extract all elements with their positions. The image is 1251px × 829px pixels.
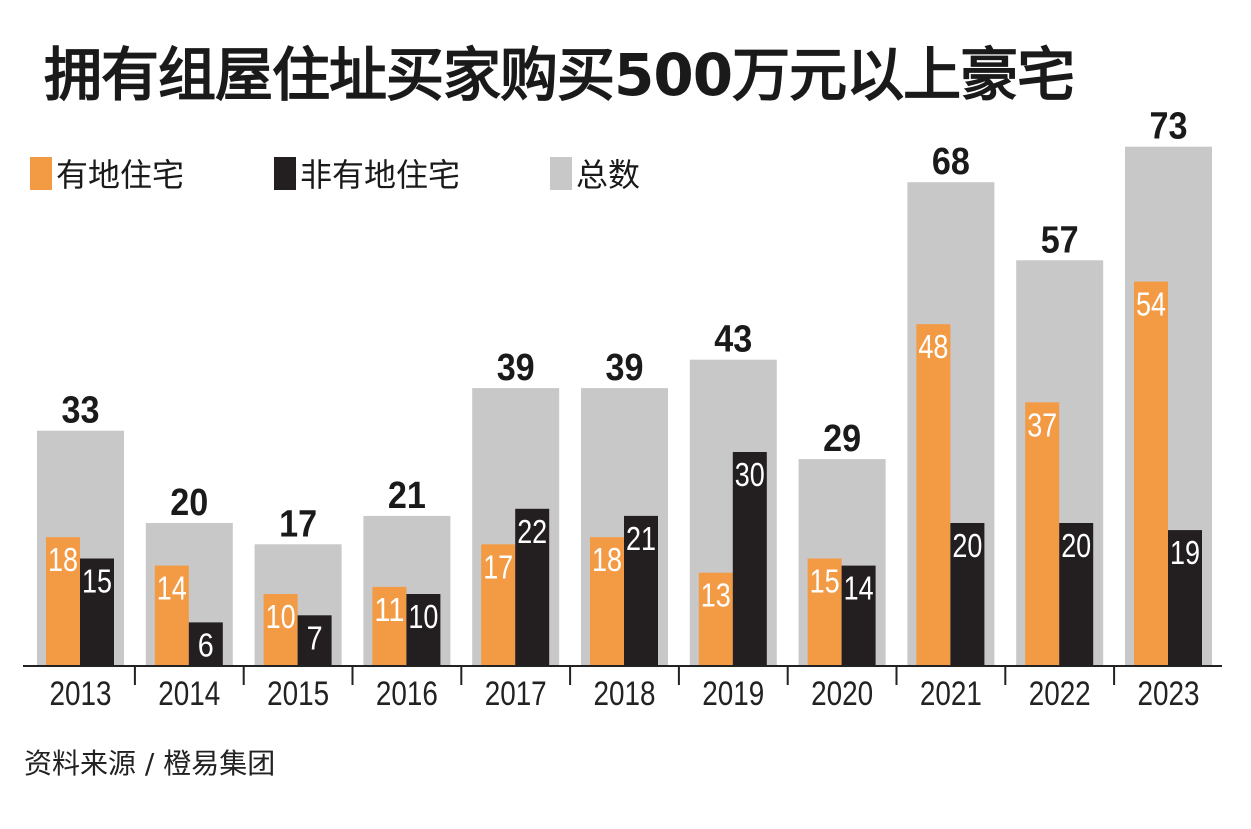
label-total-2020: 29 [823,418,861,460]
bar-landed-2017 [481,544,516,665]
x-tick-label-2016: 2016 [376,675,438,713]
bar-non-landed-2015 [297,615,332,665]
x-tick-label-2018: 2018 [594,675,656,713]
label-landed-2021: 48 [918,328,948,365]
legend-swatch-landed [30,156,52,190]
bar-landed-2019 [698,572,733,665]
bar-landed-2016 [372,586,407,665]
bar-landed-2020 [807,558,842,665]
bar-non-landed-2022 [1059,523,1094,665]
x-tick-label-2017: 2017 [485,675,547,713]
legend-swatch-non-landed [274,156,297,190]
bar-non-landed-2021 [950,523,985,665]
label-landed-2022: 37 [1027,406,1057,443]
label-non-landed-2018: 21 [626,520,656,557]
label-total-2019: 43 [714,319,752,361]
bar-non-landed-2019 [732,452,767,665]
label-non-landed-2023: 19 [1170,534,1200,571]
label-non-landed-2019: 30 [735,456,765,493]
bar-landed-2014 [154,565,189,665]
bar-non-landed-2018 [624,515,658,665]
bar-landed-2013 [46,537,80,665]
x-tick-label-2015: 2015 [267,675,329,713]
bar-landed-2022 [1025,402,1060,665]
legend-label-non-landed: 非有地住宅 [300,156,461,194]
bar-non-landed-2020 [841,565,876,665]
bar-non-landed-2017 [515,508,550,665]
bar-non-landed-2016 [406,594,441,665]
label-total-2014: 20 [170,482,208,524]
source-note: 资料来源 / 橙易集团 [24,747,276,780]
label-total-2015: 17 [279,503,317,545]
legend: 有地住宅 非有地住宅 总数 [30,150,640,196]
legend-label-landed: 有地住宅 [56,156,185,194]
label-non-landed-2017: 22 [517,513,547,550]
label-non-landed-2013: 15 [82,563,112,600]
bar-landed-2015 [263,594,298,665]
x-tick-label-2020: 2020 [811,675,873,713]
label-total-2017: 39 [497,347,535,389]
bar-non-landed-2023 [1168,530,1202,665]
label-landed-2018: 18 [592,541,622,578]
label-non-landed-2016: 10 [408,598,438,635]
label-total-2018: 39 [606,347,644,389]
legend-label-total: 总数 [576,156,641,194]
label-landed-2023: 54 [1136,286,1166,323]
label-landed-2014: 14 [157,570,187,607]
x-tick-label-2021: 2021 [920,675,982,713]
label-landed-2013: 18 [48,541,78,578]
label-landed-2015: 10 [266,598,296,635]
label-total-2022: 57 [1041,219,1079,261]
label-landed-2019: 13 [701,577,731,614]
bar-non-landed-2014 [188,622,223,665]
label-total-2013: 33 [62,390,100,432]
x-tick-label-2014: 2014 [158,675,220,713]
chart-title: 拥有组屋住址买家购买500万元以上豪宅 [44,41,1075,109]
label-non-landed-2022: 20 [1061,527,1091,564]
x-tick-label-2013: 2013 [50,675,112,713]
legend-item-non-landed: 非有地住宅 [274,150,460,196]
x-tick-label-2023: 2023 [1138,675,1200,713]
label-non-landed-2015: 7 [307,619,323,656]
label-total-2023: 73 [1150,106,1188,148]
x-tick-label-2019: 2019 [702,675,764,713]
label-total-2016: 21 [388,475,426,517]
label-landed-2017: 17 [483,548,513,585]
label-non-landed-2014: 6 [198,626,214,663]
x-tick-label-2022: 2022 [1029,675,1091,713]
bar-landed-2023 [1134,281,1168,665]
label-non-landed-2021: 20 [952,527,982,564]
legend-item-landed: 有地住宅 [30,150,184,196]
legend-item-total: 总数 [550,150,640,196]
label-landed-2016: 11 [374,591,404,628]
bar-landed-2018 [590,537,624,665]
legend-swatch-total [550,156,573,190]
bar-non-landed-2013 [80,558,114,665]
bar-landed-2021 [916,324,951,665]
label-non-landed-2020: 14 [844,570,874,607]
label-landed-2020: 15 [810,563,840,600]
label-total-2021: 68 [932,141,970,183]
